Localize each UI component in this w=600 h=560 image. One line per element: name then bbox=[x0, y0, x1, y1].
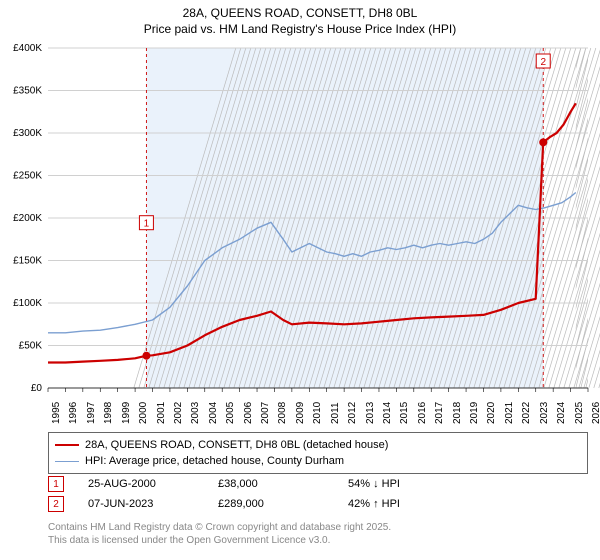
x-tick-label: 2022 bbox=[521, 402, 532, 424]
x-tick-label: 2005 bbox=[225, 402, 236, 424]
marker-date-2: 07-JUN-2023 bbox=[88, 498, 218, 510]
legend-swatch-2 bbox=[55, 461, 79, 462]
svg-text:£400K: £400K bbox=[13, 43, 42, 54]
marker-price-1: £38,000 bbox=[218, 478, 348, 490]
x-tick-label: 2009 bbox=[295, 402, 306, 424]
x-tick-label: 2025 bbox=[574, 402, 585, 424]
attribution-line-2: This data is licensed under the Open Gov… bbox=[48, 535, 588, 548]
legend-label-2: HPI: Average price, detached house, Coun… bbox=[85, 455, 344, 467]
x-tick-label: 2024 bbox=[556, 402, 567, 424]
x-tick-label: 2020 bbox=[486, 402, 497, 424]
svg-text:£150K: £150K bbox=[13, 256, 42, 267]
legend-label-1: 28A, QUEENS ROAD, CONSETT, DH8 0BL (deta… bbox=[85, 439, 388, 451]
x-tick-label: 2001 bbox=[156, 402, 167, 424]
svg-text:£250K: £250K bbox=[13, 171, 42, 182]
marker-table: 1 25-AUG-2000 £38,000 54% ↓ HPI 2 07-JUN… bbox=[48, 474, 588, 514]
x-tick-label: 2013 bbox=[365, 402, 376, 424]
attribution-line-1: Contains HM Land Registry data © Crown c… bbox=[48, 522, 588, 535]
x-tick-label: 1996 bbox=[68, 402, 79, 424]
svg-text:£50K: £50K bbox=[19, 341, 43, 352]
legend: 28A, QUEENS ROAD, CONSETT, DH8 0BL (deta… bbox=[48, 432, 588, 474]
x-tick-label: 2000 bbox=[138, 402, 149, 424]
x-tick-label: 2006 bbox=[243, 402, 254, 424]
marker-row-1: 1 25-AUG-2000 £38,000 54% ↓ HPI bbox=[48, 474, 588, 494]
attribution: Contains HM Land Registry data © Crown c… bbox=[48, 522, 588, 547]
marker-price-2: £289,000 bbox=[218, 498, 348, 510]
x-tick-label: 2007 bbox=[260, 402, 271, 424]
x-tick-label: 2014 bbox=[382, 402, 393, 424]
x-tick-label: 2023 bbox=[539, 402, 550, 424]
marker-delta-1: 54% ↓ HPI bbox=[348, 478, 478, 490]
legend-item-1: 28A, QUEENS ROAD, CONSETT, DH8 0BL (deta… bbox=[55, 437, 581, 453]
x-tick-label: 1995 bbox=[51, 402, 62, 424]
x-tick-label: 2010 bbox=[312, 402, 323, 424]
x-axis-labels: 1995 1996 1997 1998 1999 2000 2001 2002 2003 2004… bbox=[48, 392, 588, 428]
svg-text:£350K: £350K bbox=[13, 86, 42, 97]
x-tick-label: 1997 bbox=[86, 402, 97, 424]
svg-text:2: 2 bbox=[540, 57, 546, 68]
marker-box-2: 2 bbox=[48, 496, 64, 512]
marker-id-2: 2 bbox=[53, 499, 59, 510]
x-tick-label: 2002 bbox=[173, 402, 184, 424]
marker-date-1: 25-AUG-2000 bbox=[88, 478, 218, 490]
x-tick-label: 2019 bbox=[469, 402, 480, 424]
x-tick-label: 2026 bbox=[591, 402, 600, 424]
x-tick-label: 2021 bbox=[504, 402, 515, 424]
x-tick-label: 2003 bbox=[190, 402, 201, 424]
chart-title: 28A, QUEENS ROAD, CONSETT, DH8 0BL Price… bbox=[0, 0, 600, 37]
x-tick-label: 2012 bbox=[347, 402, 358, 424]
legend-item-2: HPI: Average price, detached house, Coun… bbox=[55, 453, 581, 469]
title-line-1: 28A, QUEENS ROAD, CONSETT, DH8 0BL bbox=[0, 6, 600, 22]
marker-id-1: 1 bbox=[53, 479, 59, 490]
x-tick-label: 2008 bbox=[277, 402, 288, 424]
title-line-2: Price paid vs. HM Land Registry's House … bbox=[0, 22, 600, 38]
legend-swatch-1 bbox=[55, 444, 79, 446]
x-tick-label: 2015 bbox=[399, 402, 410, 424]
chart-container: 28A, QUEENS ROAD, CONSETT, DH8 0BL Price… bbox=[0, 0, 600, 560]
svg-text:£0: £0 bbox=[31, 383, 43, 394]
svg-text:£200K: £200K bbox=[13, 213, 42, 224]
x-tick-label: 2004 bbox=[208, 402, 219, 424]
marker-box-1: 1 bbox=[48, 476, 64, 492]
marker-delta-2: 42% ↑ HPI bbox=[348, 498, 478, 510]
svg-text:£100K: £100K bbox=[13, 298, 42, 309]
x-tick-label: 1999 bbox=[121, 402, 132, 424]
x-tick-label: 2016 bbox=[417, 402, 428, 424]
marker-row-2: 2 07-JUN-2023 £289,000 42% ↑ HPI bbox=[48, 494, 588, 514]
x-tick-label: 2017 bbox=[434, 402, 445, 424]
chart-plot: £0£50K£100K£150K£200K£250K£300K£350K£400… bbox=[48, 48, 588, 388]
x-tick-label: 2018 bbox=[452, 402, 463, 424]
svg-text:£300K: £300K bbox=[13, 128, 42, 139]
x-tick-label: 2011 bbox=[330, 402, 341, 424]
svg-text:1: 1 bbox=[144, 219, 150, 230]
x-tick-label: 1998 bbox=[103, 402, 114, 424]
